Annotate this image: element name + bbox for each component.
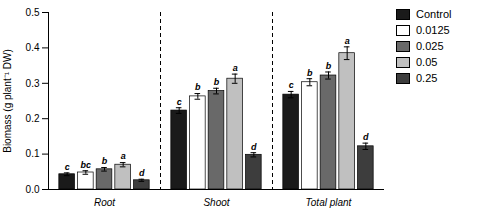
svg-text:d: d (363, 132, 369, 142)
html-text:Control: Control (416, 8, 452, 20)
svg-text:a: a (121, 151, 126, 161)
svg-text:0.0: 0.0 (26, 184, 40, 195)
svg-text:b: b (326, 61, 332, 71)
svg-text:d: d (139, 168, 145, 178)
html-text:0.0125: 0.0125 (416, 24, 450, 36)
svg-text:0.3: 0.3 (26, 78, 40, 89)
svg-text:b: b (214, 77, 220, 87)
svg-text:c: c (177, 97, 182, 107)
svg-text:d: d (251, 142, 257, 152)
svg-text:0.1: 0.1 (26, 148, 40, 159)
svg-text:b: b (307, 68, 313, 78)
svg-text:a: a (345, 36, 350, 46)
svg-text:c: c (65, 162, 70, 172)
svg-text:b: b (195, 82, 201, 92)
svg-text:0.5: 0.5 (26, 7, 40, 18)
svg-text:a: a (233, 63, 238, 73)
svg-text:Total plant: Total plant (306, 197, 353, 208)
svg-text:c: c (289, 80, 294, 90)
svg-text:b: b (102, 156, 108, 166)
svg-text:0.4: 0.4 (26, 42, 40, 53)
html-text:0.025: 0.025 (416, 40, 444, 52)
svg-text:Root: Root (94, 197, 116, 208)
html-text:0.05: 0.05 (416, 56, 438, 68)
svg-text:Biomass (g plant⁻¹ DW): Biomass (g plant⁻¹ DW) (2, 49, 13, 153)
html-text:0.25: 0.25 (416, 72, 438, 84)
svg-text:bc: bc (81, 160, 92, 170)
svg-text:0.2: 0.2 (26, 113, 40, 124)
svg-text:Shoot: Shoot (203, 197, 230, 208)
